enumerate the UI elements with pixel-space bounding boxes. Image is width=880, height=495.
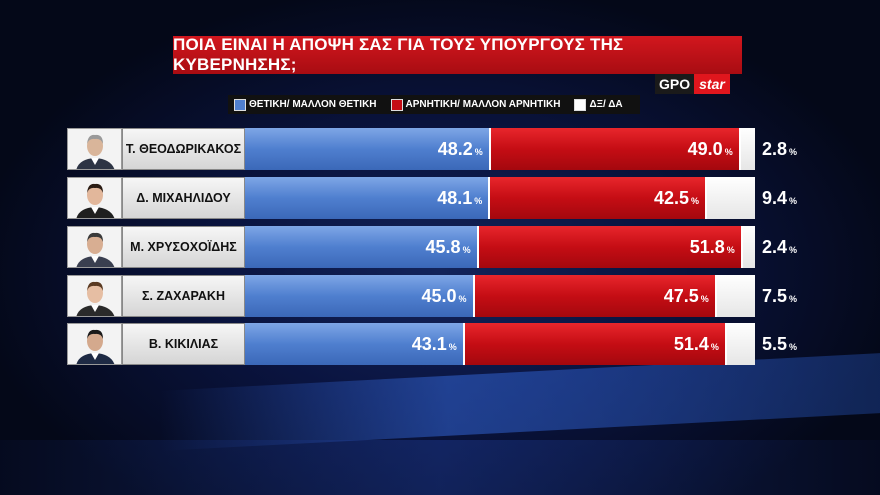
data-label-neg: 42.5%: [654, 177, 699, 219]
bar-segment-neg: 51.4%: [464, 323, 727, 365]
bar-segment-neg: 42.5%: [490, 177, 708, 219]
minister-portrait: [67, 128, 122, 170]
percent-sign: %: [789, 245, 798, 255]
percent-sign: %: [789, 294, 798, 304]
data-label-value: 47.5: [663, 285, 699, 306]
stacked-bar: 48.2% 49.0%: [245, 128, 755, 170]
percent-sign: %: [789, 147, 798, 157]
data-label-dont-know: 9.4%: [762, 177, 797, 219]
legend-item-positive: ΘΕΤΙΚΗ/ ΜΑΛΛΟΝ ΘΕΤΙΚΗ: [234, 98, 377, 111]
data-label-neg: 51.4%: [674, 323, 719, 365]
percent-sign: %: [789, 196, 798, 206]
data-label-value: 2.4: [762, 236, 788, 257]
minister-name: Σ. ΖΑΧΑΡΑΚΗ: [122, 275, 245, 317]
data-label-value: 43.1: [411, 333, 447, 354]
bar-segment-dk: [707, 177, 755, 219]
data-label-pos: 45.0%: [421, 275, 466, 317]
percent-sign: %: [724, 147, 733, 157]
minister-portrait: [67, 323, 122, 365]
bar-segment-pos: 45.0%: [245, 275, 475, 317]
percent-sign: %: [691, 196, 700, 206]
background-floor-glow: [0, 440, 880, 495]
data-label-value: 2.8: [762, 138, 788, 159]
legend-swatch-positive: [234, 98, 246, 111]
legend-label-dont-know: ΔΞ/ ΔΑ: [589, 99, 623, 110]
data-label-value: 42.5: [653, 187, 690, 208]
data-label-pos: 48.2%: [438, 128, 483, 170]
bar-segment-dk: [740, 128, 755, 170]
chart-legend: ΘΕΤΙΚΗ/ ΜΑΛΛΟΝ ΘΕΤΙΚΗ ΑΡΝΗΤΙΚΗ/ ΜΑΛΛΟΝ Α…: [228, 95, 640, 114]
bar-segment-pos: 48.1%: [245, 177, 491, 219]
gpo-star-logo: GPO star: [655, 74, 730, 94]
percent-sign: %: [448, 342, 457, 352]
legend-swatch-dont-know: [574, 98, 587, 111]
person-portrait-icon: [68, 227, 121, 267]
data-label-value: 45.8: [425, 236, 461, 257]
minister-name: Δ. ΜΙΧΑΗΛΙΔΟΥ: [122, 177, 245, 219]
data-label-pos: 45.8%: [426, 226, 471, 268]
bar-segment-neg: 51.8%: [478, 226, 743, 268]
percent-sign: %: [462, 245, 471, 255]
bar-segment-dk: [742, 226, 755, 268]
minister-portrait: [67, 177, 122, 219]
data-label-value: 48.2: [437, 138, 473, 159]
stacked-bar: 43.1% 51.4%: [245, 323, 755, 365]
data-label-neg: 49.0%: [688, 128, 733, 170]
minister-portrait: [67, 275, 122, 317]
data-label-value: 5.5: [762, 333, 788, 354]
data-label-value: 51.8: [689, 236, 725, 257]
percent-sign: %: [474, 147, 483, 157]
stacked-bar: 45.0% 47.5%: [245, 275, 755, 317]
person-portrait-icon: [68, 276, 121, 316]
data-label-value: 51.4: [673, 333, 709, 354]
person-portrait-icon: [68, 324, 121, 364]
legend-item-dont-know: ΔΞ/ ΔΑ: [574, 98, 623, 111]
data-label-dont-know: 5.5%: [762, 323, 797, 365]
bar-segment-dk: [726, 323, 755, 365]
person-portrait-icon: [68, 178, 121, 218]
legend-label-negative: ΑΡΝΗΤΙΚΗ/ ΜΑΛΛΟΝ ΑΡΝΗΤΙΚΗ: [405, 99, 561, 110]
percent-sign: %: [700, 294, 709, 304]
legend-item-negative: ΑΡΝΗΤΙΚΗ/ ΜΑΛΛΟΝ ΑΡΝΗΤΙΚΗ: [390, 98, 561, 111]
data-label-neg: 47.5%: [664, 275, 709, 317]
stacked-bar: 48.1% 42.5%: [245, 177, 755, 219]
minister-portrait: [67, 226, 122, 268]
minister-name: Μ. ΧΡΥΣΟΧΟΪΔΗΣ: [122, 226, 245, 268]
bar-segment-pos: 45.8%: [245, 226, 479, 268]
data-label-value: 48.1: [437, 187, 473, 208]
data-label-dont-know: 7.5%: [762, 275, 797, 317]
stacked-bar: 45.8% 51.8%: [245, 226, 755, 268]
percent-sign: %: [726, 245, 735, 255]
bar-segment-pos: 43.1%: [245, 323, 465, 365]
logo-gpo-text: GPO: [655, 74, 695, 94]
logo-star-text: star: [694, 74, 730, 94]
percent-sign: %: [458, 294, 467, 304]
minister-name: Β. ΚΙΚΙΛΙΑΣ: [122, 323, 245, 365]
data-label-value: 45.0: [421, 285, 457, 306]
data-label-dont-know: 2.8%: [762, 128, 797, 170]
data-label-dont-know: 2.4%: [762, 226, 797, 268]
legend-label-positive: ΘΕΤΙΚΗ/ ΜΑΛΛΟΝ ΘΕΤΙΚΗ: [249, 99, 377, 110]
person-portrait-icon: [68, 129, 121, 169]
percent-sign: %: [474, 196, 483, 206]
data-label-value: 49.0: [687, 138, 723, 159]
bar-segment-neg: 49.0%: [490, 128, 741, 170]
data-label-value: 9.4: [762, 187, 788, 208]
percent-sign: %: [789, 342, 798, 352]
chart-title: ΠΟΙΑ ΕΙΝΑΙ Η ΑΠΟΨΗ ΣΑΣ ΓΙΑ ΤΟΥΣ ΥΠΟΥΡΓΟΥ…: [173, 35, 742, 74]
data-label-value: 7.5: [762, 285, 788, 306]
data-label-neg: 51.8%: [690, 226, 735, 268]
percent-sign: %: [710, 342, 719, 352]
data-label-pos: 48.1%: [437, 177, 482, 219]
minister-name: Τ. ΘΕΟΔΩΡΙΚΑΚΟΣ: [122, 128, 245, 170]
bar-segment-pos: 48.2%: [245, 128, 491, 170]
bar-segment-dk: [716, 275, 755, 317]
bar-segment-neg: 47.5%: [474, 275, 717, 317]
legend-swatch-negative: [390, 98, 403, 111]
data-label-pos: 43.1%: [412, 323, 457, 365]
